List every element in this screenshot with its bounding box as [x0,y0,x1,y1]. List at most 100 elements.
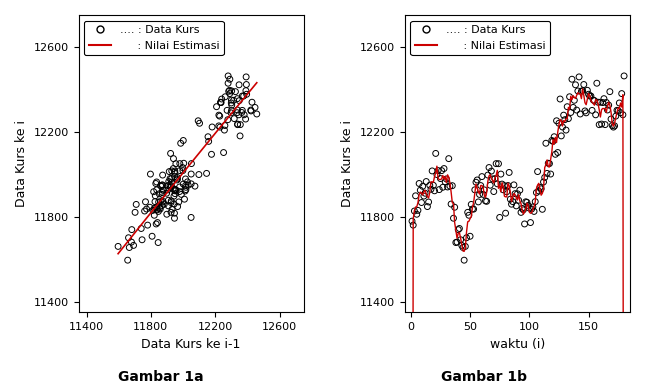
Point [528,204,538,210]
Point [454,225,464,231]
Point [237,109,247,116]
Point [601,99,611,105]
Point [491,161,501,167]
Point [123,257,133,263]
Point [472,177,482,183]
Point [143,222,153,228]
Point [568,104,579,110]
Point [587,107,597,114]
Point [123,235,134,241]
Point [158,198,168,204]
Point [172,176,183,182]
Point [579,82,589,88]
Point [151,221,161,227]
Point [422,204,433,210]
Y-axis label: Data Kurs ke i: Data Kurs ke i [15,120,28,207]
Point [602,107,613,113]
Point [181,176,191,182]
Point [439,166,449,172]
Point [154,191,164,197]
Point [408,222,419,228]
Point [177,164,188,171]
Point [166,179,177,185]
Point [464,212,474,218]
Point [220,122,230,129]
Point [511,203,521,209]
Point [153,239,163,246]
Point [154,208,164,214]
Point [147,233,157,239]
Point [152,219,163,226]
Point [619,73,630,79]
Point [181,184,191,190]
Point [139,208,150,214]
Point [492,181,502,187]
Point [229,116,239,122]
Point [168,156,179,162]
Point [226,97,237,103]
Point [482,172,493,178]
Point [524,205,535,211]
Point [529,208,539,214]
Point [170,188,180,194]
Point [141,199,151,205]
Point [169,201,179,207]
Y-axis label: Data Kurs ke i: Data Kurs ke i [341,120,354,207]
Point [149,205,159,211]
Point [570,82,580,88]
Point [170,191,180,197]
Point [169,193,179,199]
Point [169,215,179,221]
Point [239,93,249,99]
Point [157,203,167,209]
Point [136,225,146,231]
Point [488,176,498,182]
Point [479,187,490,193]
Point [532,169,542,175]
Point [175,140,186,146]
Point [230,89,241,95]
Point [433,167,443,174]
Point [484,164,494,171]
Point [152,187,162,193]
Point [510,191,521,197]
Point [509,182,519,188]
Point [131,201,141,208]
Point [465,233,475,239]
Point [410,193,421,199]
Point [158,187,168,193]
Point [415,187,426,193]
Point [564,94,575,100]
Point [550,151,561,157]
Point [163,203,174,209]
Point [154,205,164,211]
Point [215,99,226,105]
Point [412,211,422,217]
Point [518,207,528,213]
Point [490,176,500,182]
Point [215,99,226,105]
Point [566,109,576,116]
Point [533,188,544,194]
Point [407,218,417,224]
Point [175,167,185,174]
Point [516,209,526,216]
Point [421,179,432,185]
Point [166,198,177,204]
Point [584,93,595,99]
Point [590,97,600,104]
Point [473,199,484,205]
Point [222,107,232,114]
Point [166,199,176,206]
Point [613,107,623,114]
Point [241,116,251,122]
Point [588,97,599,103]
Point [459,257,470,263]
Point [178,167,188,174]
Point [612,107,622,114]
Point [183,182,194,188]
Point [537,206,548,213]
Point [168,186,178,192]
Point [141,206,152,212]
Point [604,102,614,108]
